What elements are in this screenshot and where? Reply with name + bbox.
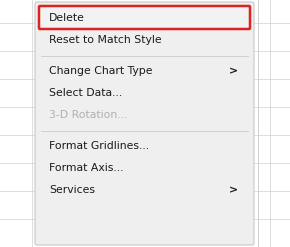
Text: Change Chart Type: Change Chart Type (49, 66, 153, 76)
Text: Delete: Delete (49, 13, 85, 23)
Text: 3-D Rotation...: 3-D Rotation... (49, 110, 127, 120)
Text: Reset to Match Style: Reset to Match Style (49, 35, 162, 45)
Text: Format Axis...: Format Axis... (49, 163, 124, 173)
Text: Services: Services (49, 185, 95, 195)
Text: Select Data...: Select Data... (49, 88, 122, 98)
Text: >: > (229, 66, 238, 76)
FancyBboxPatch shape (35, 2, 254, 245)
FancyBboxPatch shape (39, 6, 250, 29)
Text: Format Gridlines...: Format Gridlines... (49, 141, 149, 151)
Text: >: > (229, 185, 238, 195)
